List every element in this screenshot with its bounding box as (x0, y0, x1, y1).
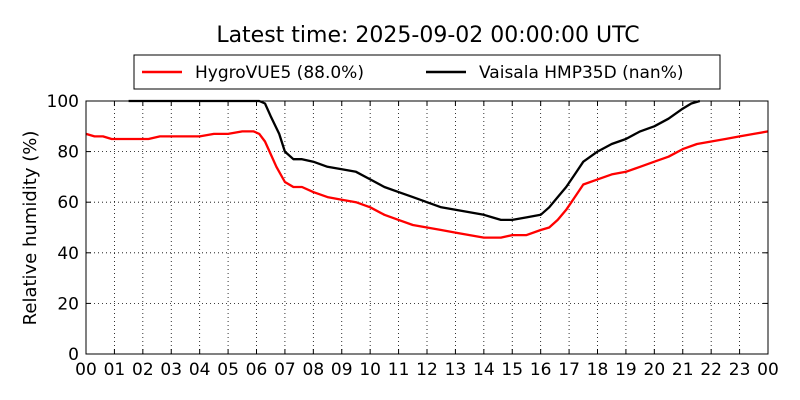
x-tick-label: 09 (331, 360, 353, 380)
y-tick-label: 100 (47, 92, 79, 112)
y-tick-label: 0 (68, 345, 79, 365)
x-tick-label: 22 (700, 360, 722, 380)
x-tick-label: 11 (388, 360, 410, 380)
x-tick-label: 07 (274, 360, 296, 380)
y-axis-label: Relative humidity (%) (20, 131, 41, 326)
x-tick-label: 16 (530, 360, 552, 380)
ticks: 00 01 02 03 04 05 06 07 08 09 10 11 12 13 14 15 16 17 18 19… (47, 92, 779, 380)
y-tick-label: 40 (57, 244, 79, 264)
x-tick-label: 00 (75, 360, 97, 380)
x-tick-label: 05 (217, 360, 239, 380)
x-tick-label: 19 (615, 360, 637, 380)
x-tick-label: 10 (359, 360, 381, 380)
x-tick-label: 20 (644, 360, 666, 380)
x-tick-label: 02 (132, 360, 154, 380)
x-tick-label: 14 (473, 360, 495, 380)
x-tick-label: 03 (160, 360, 182, 380)
x-tick-label: 18 (587, 360, 609, 380)
x-tick-label: 04 (189, 360, 211, 380)
x-tick-label: 17 (558, 360, 580, 380)
y-tick-label: 80 (57, 143, 79, 163)
legend: HygroVUE5 (88.0%) Vaisala HMP35D (nan%) (133, 54, 721, 90)
x-tick-label: 01 (104, 360, 126, 380)
series-layer (85, 99, 769, 239)
series-line-1 (128, 99, 701, 222)
x-tick-label: 21 (672, 360, 694, 380)
chart-title: Latest time: 2025-09-02 00:00:00 UTC (216, 23, 639, 48)
x-tick-label: 00 (757, 360, 779, 380)
x-tick-label: 08 (303, 360, 325, 380)
x-tick-label: 12 (416, 360, 438, 380)
x-tick-label: 06 (246, 360, 268, 380)
y-tick-label: 60 (57, 193, 79, 213)
legend-label-hygrovue: HygroVUE5 (88.0%) (195, 63, 364, 83)
legend-label-vaisala: Vaisala HMP35D (nan%) (479, 63, 683, 83)
y-tick-label: 20 (57, 294, 79, 314)
x-tick-label: 13 (445, 360, 467, 380)
x-tick-label: 23 (729, 360, 751, 380)
x-tick-label: 15 (501, 360, 523, 380)
series-line-0 (85, 130, 769, 239)
